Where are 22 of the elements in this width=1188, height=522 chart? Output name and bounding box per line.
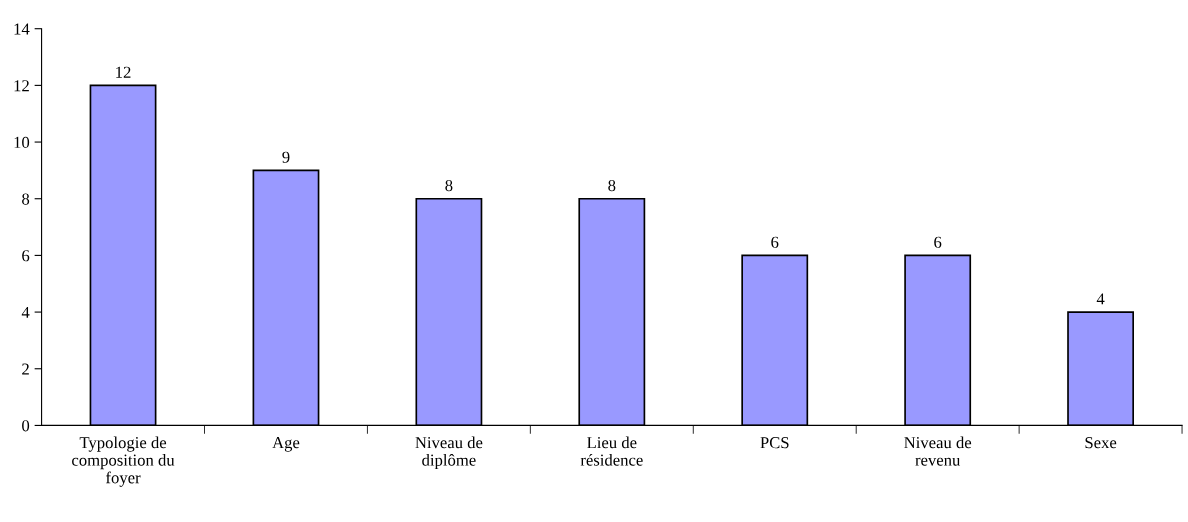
- data-label: 6: [771, 236, 779, 248]
- x-tick-label: Typologie de composition du foyer: [72, 436, 175, 487]
- y-tick-label: 14: [14, 23, 30, 35]
- y-tick-label: 6: [22, 250, 30, 262]
- y-tick-label: 12: [14, 80, 29, 92]
- x-tick-label: Lieu de résidence: [580, 436, 643, 466]
- y-tick-label: 8: [22, 193, 30, 205]
- data-label: 8: [445, 179, 453, 192]
- x-tick-label: Age: [272, 437, 300, 452]
- y-tick-label: 4: [21, 306, 30, 318]
- y-tick-label: 2: [22, 363, 29, 375]
- data-label: 8: [608, 179, 616, 192]
- x-tick-label: PCS: [760, 437, 789, 449]
- data-label: 4: [1096, 293, 1105, 305]
- x-tick-label: Sexe: [1085, 437, 1117, 449]
- x-tick-label: Niveau de diplôme: [415, 436, 483, 470]
- data-label: 12: [116, 66, 131, 78]
- data-label: 6: [934, 236, 942, 248]
- y-tick-label: 10: [14, 136, 30, 149]
- x-tick-label: Niveau de revenu: [904, 436, 972, 466]
- data-label: 9: [282, 151, 290, 163]
- y-tick-label: 0: [22, 420, 30, 432]
